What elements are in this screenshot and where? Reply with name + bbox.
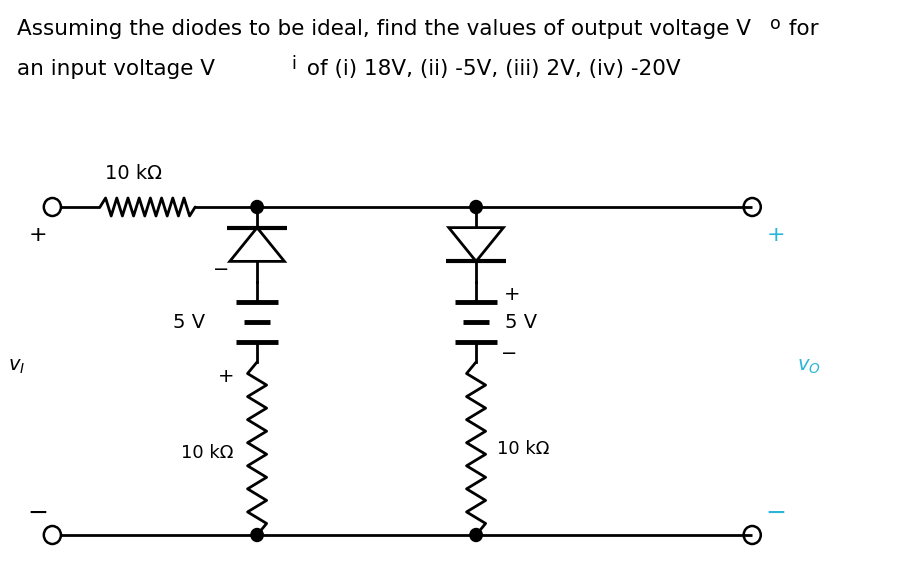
Text: +: +	[504, 286, 521, 305]
Text: −: −	[765, 501, 786, 525]
Polygon shape	[230, 227, 285, 261]
Text: i: i	[292, 55, 296, 73]
Text: 10 kΩ: 10 kΩ	[181, 444, 234, 463]
Text: of (i) 18V, (ii) -5V, (iii) 2V, (iv) -20V: of (i) 18V, (ii) -5V, (iii) 2V, (iv) -20…	[300, 59, 681, 79]
Text: $v_I$: $v_I$	[7, 357, 25, 376]
Text: +: +	[766, 225, 785, 245]
Text: for: for	[782, 19, 818, 39]
Text: +: +	[218, 368, 235, 387]
Text: −: −	[501, 344, 517, 364]
Text: +: +	[29, 225, 47, 245]
Text: $v_O$: $v_O$	[797, 357, 821, 376]
Circle shape	[470, 200, 483, 213]
Text: 10 kΩ: 10 kΩ	[497, 440, 549, 458]
Text: o: o	[770, 15, 781, 33]
Polygon shape	[449, 227, 504, 261]
Text: −: −	[27, 501, 48, 525]
Text: −: −	[213, 260, 229, 279]
Text: an input voltage V: an input voltage V	[17, 59, 215, 79]
Circle shape	[251, 529, 264, 541]
Text: 10 kΩ: 10 kΩ	[105, 164, 162, 183]
Circle shape	[470, 529, 483, 541]
Text: 5 V: 5 V	[504, 313, 537, 332]
Text: 5 V: 5 V	[173, 313, 205, 332]
Circle shape	[251, 200, 264, 213]
Text: Assuming the diodes to be ideal, find the values of output voltage V: Assuming the diodes to be ideal, find th…	[17, 19, 751, 39]
